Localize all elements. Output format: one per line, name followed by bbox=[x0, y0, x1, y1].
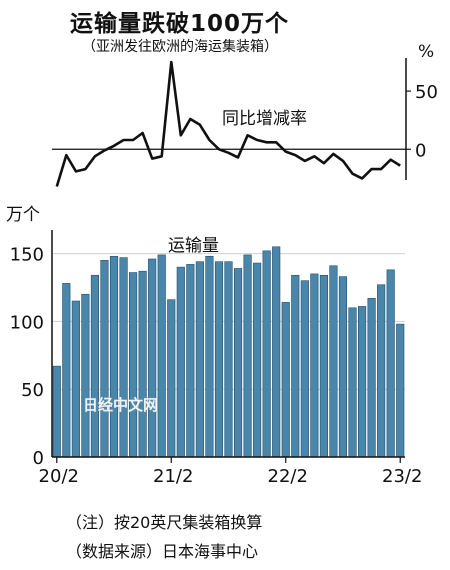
volume-bar-chart: 0 50 100 150 20/2 21/2 22/2 23/2 bbox=[10, 230, 422, 487]
volume-bar bbox=[195, 261, 204, 458]
x-tick-label: 20/2 bbox=[39, 466, 79, 487]
volume-bar bbox=[62, 283, 71, 458]
volume-bar bbox=[357, 306, 367, 458]
volume-bar bbox=[52, 365, 61, 458]
source-note: （数据来源）日本海事中心 bbox=[66, 542, 259, 561]
y-tick-label: 100 bbox=[10, 312, 44, 333]
chart-subtitle: （亚洲发往欧洲的海运集装箱） bbox=[82, 39, 278, 55]
yoy-line-chart: 0 50 bbox=[52, 58, 438, 187]
y-tick-label: 50 bbox=[415, 82, 438, 103]
yoy-line bbox=[55, 60, 401, 187]
volume-bar bbox=[338, 276, 348, 458]
volume-bar bbox=[310, 273, 319, 458]
volume-axis-unit: 万个 bbox=[6, 205, 40, 225]
volume-bar bbox=[138, 270, 147, 458]
volume-bar bbox=[396, 323, 405, 458]
volume-bar bbox=[233, 268, 243, 458]
footnote: （注）按20英尺集装箱换算 bbox=[66, 513, 263, 532]
x-tick-label: 21/2 bbox=[153, 466, 193, 487]
volume-bar bbox=[148, 258, 157, 458]
volume-bar bbox=[109, 255, 119, 458]
volume-bar bbox=[119, 257, 128, 458]
volume-bar bbox=[377, 284, 386, 458]
volume-bar bbox=[329, 265, 338, 458]
y-tick-label: 0 bbox=[33, 448, 44, 469]
volume-bar bbox=[81, 293, 90, 458]
volume-bar bbox=[71, 300, 80, 458]
volume-bar bbox=[100, 260, 109, 458]
volume-bar bbox=[319, 274, 328, 458]
volume-bar bbox=[186, 264, 195, 458]
volume-bar bbox=[262, 250, 271, 458]
y-tick-label: 0 bbox=[415, 140, 426, 161]
y-tick-label: 150 bbox=[10, 245, 44, 266]
volume-bar bbox=[300, 280, 309, 458]
volume-bar bbox=[167, 299, 176, 458]
volume-bar bbox=[90, 274, 100, 458]
chart-title: 运输量跌破100万个 bbox=[70, 11, 290, 37]
volume-bar bbox=[157, 254, 166, 458]
yoy-series-label: 同比增减率 bbox=[222, 109, 307, 129]
volume-bar bbox=[253, 262, 262, 458]
x-tick-label: 22/2 bbox=[268, 466, 308, 487]
volume-series-label: 运输量 bbox=[168, 236, 219, 256]
volume-bar bbox=[291, 274, 300, 458]
volume-bar bbox=[281, 302, 290, 458]
x-tick-label: 23/2 bbox=[382, 466, 422, 487]
volume-bar bbox=[348, 307, 357, 458]
watermark: 日经中文网 bbox=[83, 396, 159, 414]
volume-bar bbox=[205, 255, 214, 458]
volume-bar bbox=[386, 269, 395, 458]
volume-bar bbox=[367, 298, 376, 458]
volume-bar bbox=[176, 266, 185, 458]
volume-bar bbox=[243, 254, 252, 458]
yoy-axis-unit: % bbox=[418, 42, 435, 62]
volume-bar bbox=[214, 261, 224, 458]
y-tick-label: 50 bbox=[21, 380, 44, 401]
volume-bar bbox=[224, 261, 233, 458]
volume-bar bbox=[272, 246, 281, 458]
volume-bar bbox=[129, 272, 138, 458]
